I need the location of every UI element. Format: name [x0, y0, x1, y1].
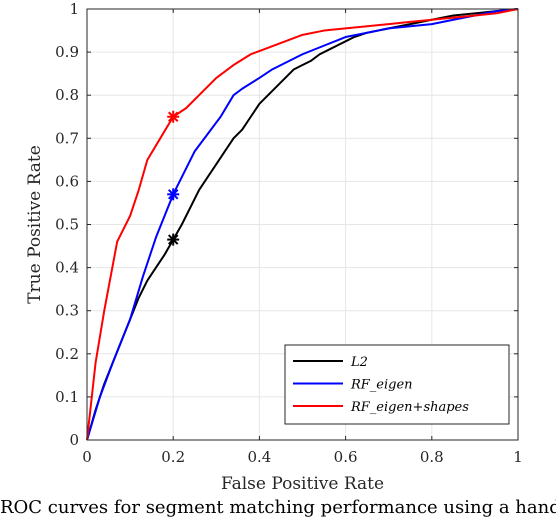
operating-point-marker-rf-eigen: [167, 188, 180, 201]
y-tick-label: 0.5: [55, 216, 79, 234]
y-axis-label: True Positive Rate: [25, 145, 45, 304]
y-tick-label: 0.8: [55, 86, 79, 104]
x-tick-label: 0.8: [420, 448, 444, 466]
x-tick-label: 0.6: [334, 448, 358, 466]
axis-ticks: 0 0.2 0.4 0.6 0.8 1 0 0.1 0.2 0.3 0.4 0.5 0.6 0.7 0.8 0…: [55, 0, 523, 466]
marker-layer: [167, 110, 180, 246]
y-tick-label: 0.2: [55, 345, 79, 363]
legend-label-rf-eigen: RF_eigen: [350, 378, 413, 393]
y-tick-label: 0.3: [55, 302, 79, 320]
figure-caption: ROC curves for segment matching performa…: [0, 497, 556, 518]
legend-label-l2: L2: [350, 355, 368, 370]
series-line-rf-eigen-shapes: [86, 8, 519, 441]
series-line-rf-eigen: [86, 8, 519, 441]
y-tick-label: 0.1: [55, 388, 79, 406]
y-tick-label: 1: [69, 0, 79, 18]
operating-point-marker-rf-eigen-shapes: [167, 110, 180, 123]
y-tick-label: 0: [69, 431, 79, 449]
y-tick-label: 0.9: [55, 43, 79, 61]
x-axis-label: False Positive Rate: [221, 474, 384, 494]
x-tick-label: 0: [82, 448, 92, 466]
legend-label-rf-eigen-shapes: RF_eigen+shapes: [350, 400, 469, 415]
roc-chart: 0 0.2 0.4 0.6 0.8 1 0 0.1 0.2 0.3 0.4 0.5 0.6 0.7 0.8 0…: [25, 0, 523, 494]
series-layer: [86, 8, 519, 441]
x-tick-label: 0.2: [161, 448, 185, 466]
y-tick-label: 0.6: [55, 172, 79, 190]
x-tick-label: 1: [513, 448, 523, 466]
y-tick-label: 0.4: [55, 259, 79, 277]
x-tick-label: 0.4: [247, 448, 271, 466]
legend: L2 RF_eigen RF_eigen+shapes: [284, 344, 510, 425]
operating-point-marker-l2: [167, 233, 180, 246]
y-tick-label: 0.7: [55, 129, 79, 147]
